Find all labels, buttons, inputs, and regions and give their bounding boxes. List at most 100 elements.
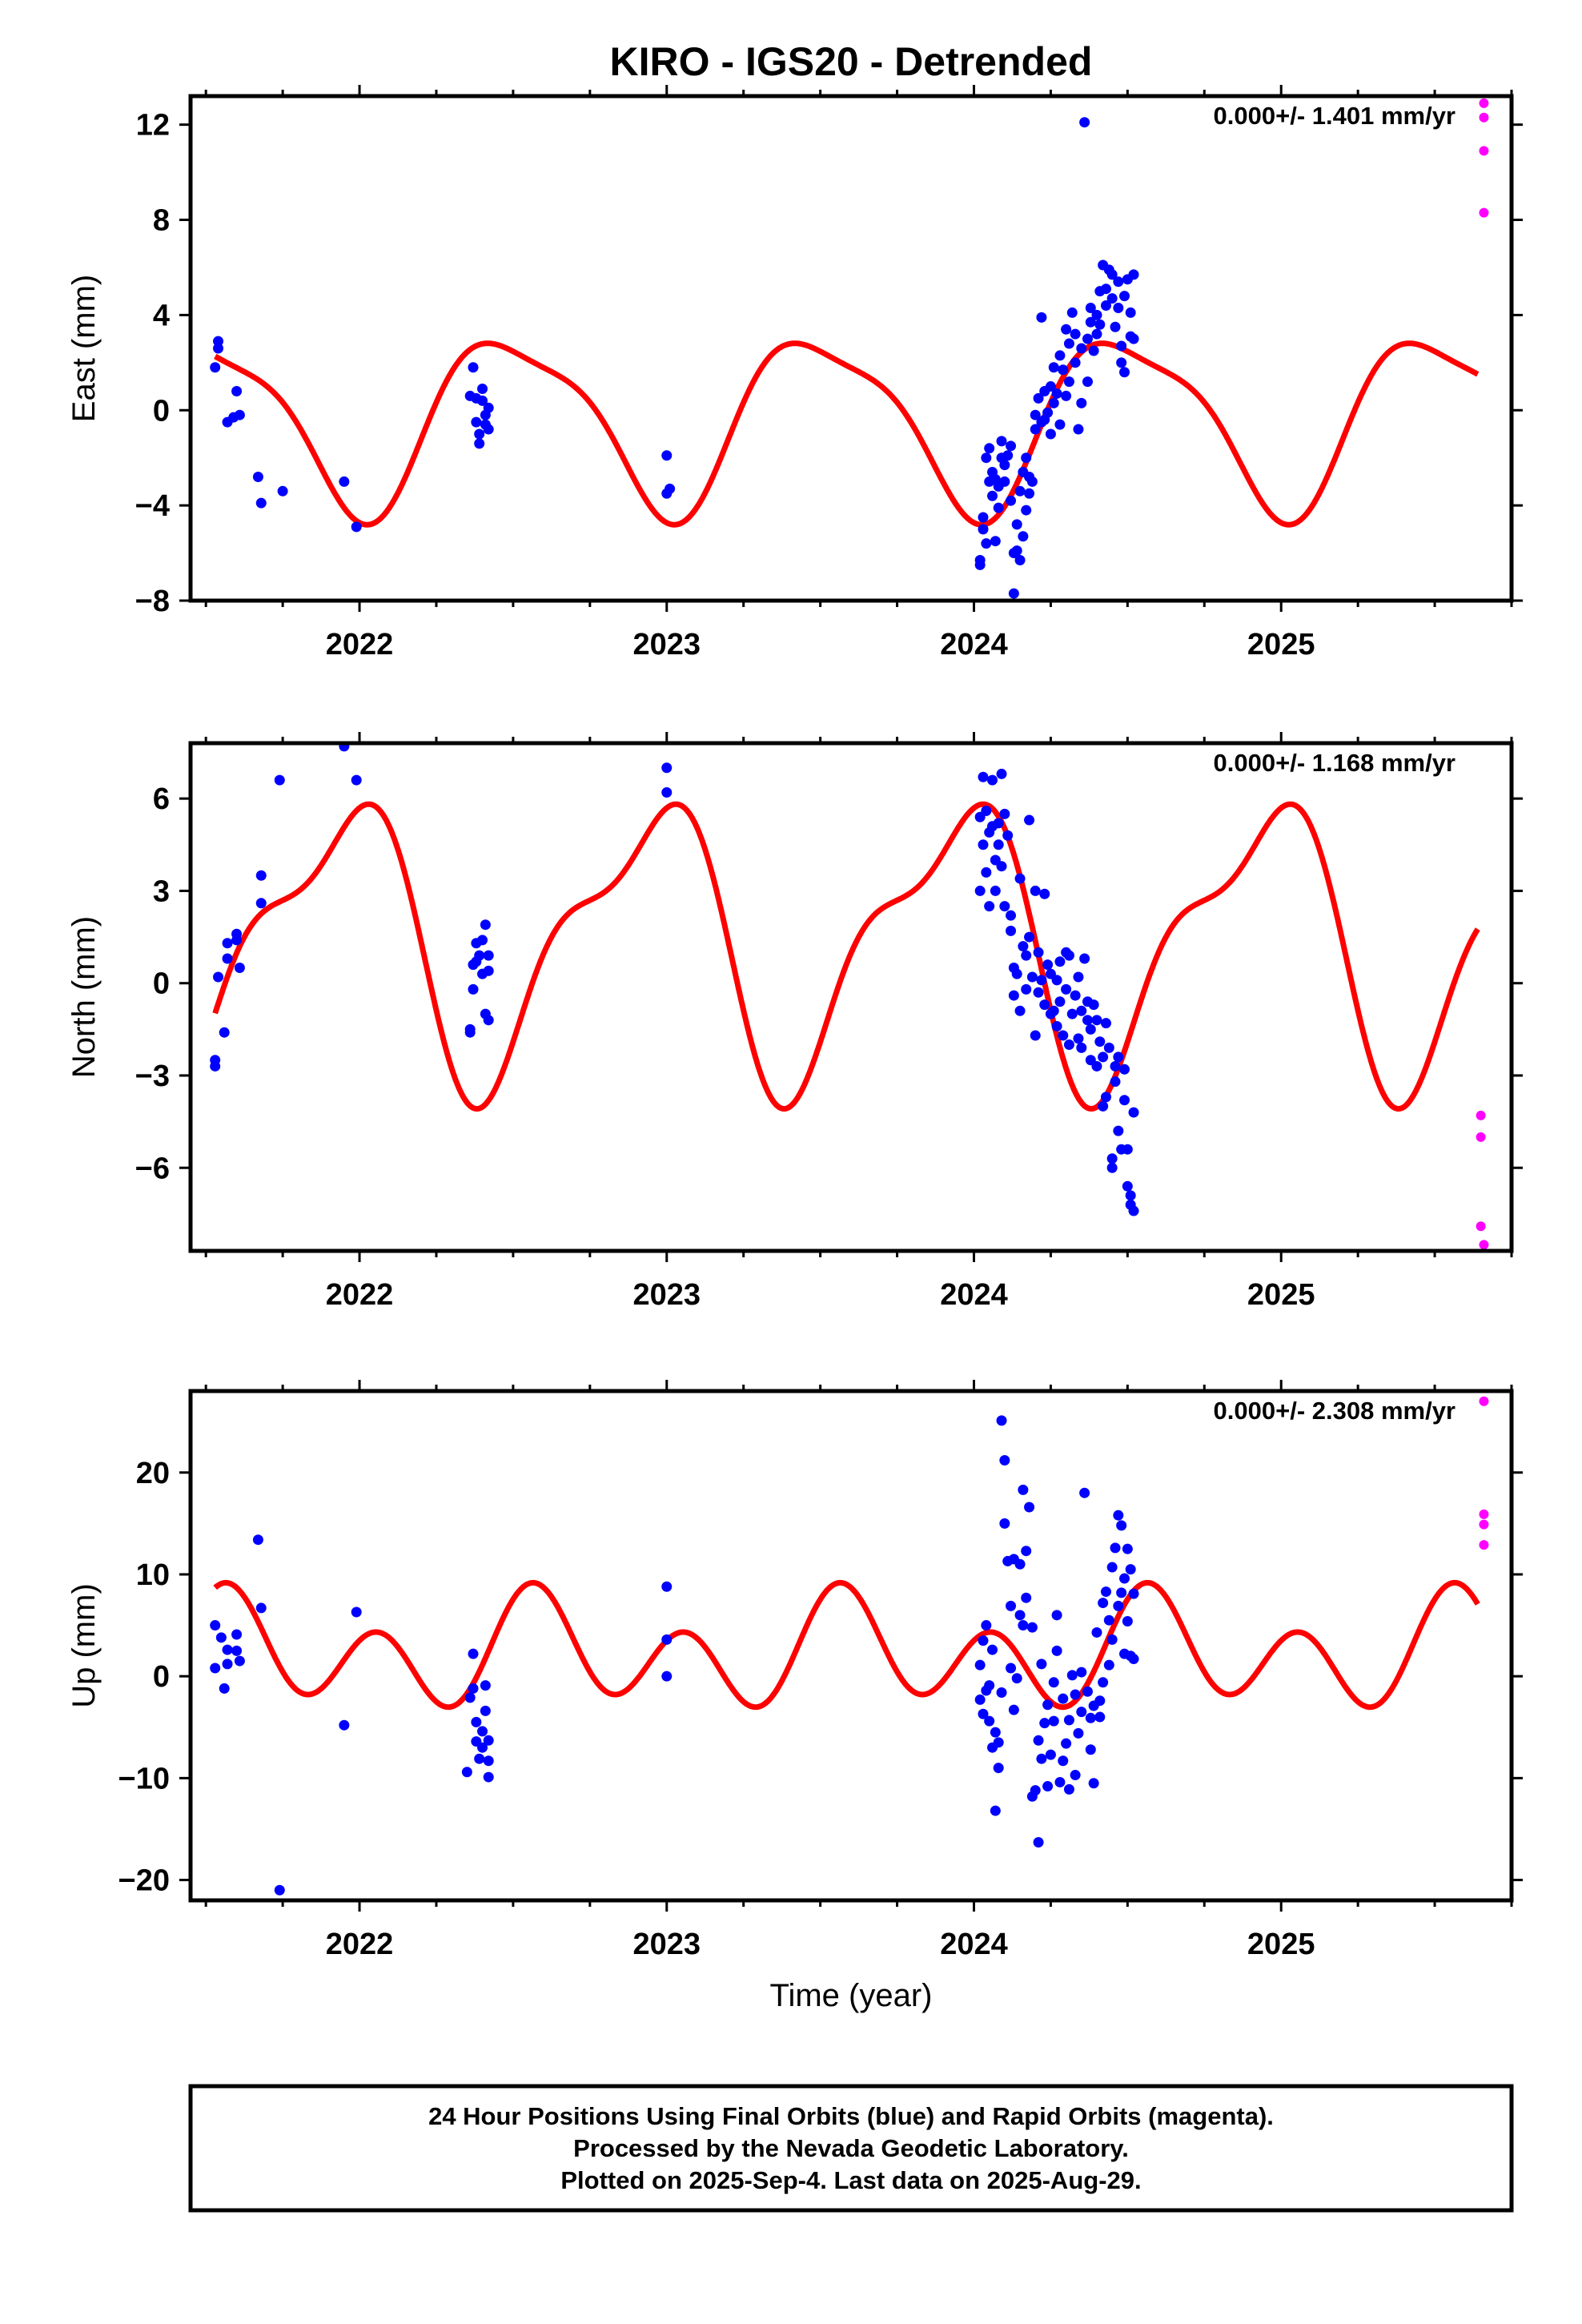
final-orbit-point — [1100, 300, 1111, 312]
final-orbit-point — [461, 1767, 472, 1778]
final-orbit-point — [993, 818, 1004, 829]
final-orbit-point — [1024, 931, 1035, 943]
final-orbit-point — [1042, 407, 1054, 418]
final-orbit-point — [1063, 338, 1074, 349]
final-orbit-point — [1070, 328, 1081, 340]
final-orbit-point — [471, 416, 482, 428]
final-orbit-point — [1063, 1715, 1074, 1726]
final-orbit-point — [999, 1518, 1010, 1529]
final-orbit-point — [1006, 495, 1017, 506]
y-tick-label: 12 — [136, 109, 170, 143]
final-orbit-point — [1082, 376, 1093, 388]
final-orbit-point — [1024, 1502, 1035, 1513]
final-orbit-point — [1014, 554, 1026, 565]
final-orbit-point — [1119, 367, 1130, 378]
final-orbit-point — [1116, 1520, 1127, 1531]
final-orbit-point — [1088, 999, 1099, 1011]
final-orbit-point — [1128, 1588, 1139, 1599]
final-orbit-point — [1122, 1615, 1133, 1626]
final-orbit-point — [1006, 910, 1017, 921]
final-orbit-point — [996, 1415, 1007, 1426]
final-orbit-point — [1058, 364, 1069, 376]
final-orbit-point — [1054, 419, 1066, 430]
final-orbit-point — [999, 901, 1010, 912]
final-orbit-point — [990, 1727, 1001, 1738]
final-orbit-point — [996, 1687, 1007, 1699]
final-orbit-point — [1128, 1107, 1139, 1118]
final-orbit-point — [993, 502, 1004, 513]
final-orbit-point — [480, 1705, 491, 1716]
x-tick-label: 2024 — [940, 1278, 1008, 1312]
final-orbit-point — [1048, 1715, 1059, 1727]
final-orbit-point — [1051, 1645, 1062, 1656]
final-orbit-point — [1045, 1749, 1056, 1760]
footer-line-1: 24 Hour Positions Using Final Orbits (bl… — [428, 2102, 1274, 2130]
final-orbit-point — [474, 1753, 485, 1764]
final-orbit-point — [274, 774, 285, 786]
final-orbit-point — [477, 395, 488, 406]
final-orbit-point — [1076, 343, 1087, 354]
y-tick-label: −4 — [135, 489, 170, 523]
final-orbit-point — [661, 1634, 673, 1645]
final-orbit-point — [1039, 999, 1050, 1011]
y-tick-label: 20 — [136, 1457, 170, 1490]
final-orbit-point — [339, 743, 350, 752]
final-orbit-point — [252, 471, 263, 482]
final-orbit-point — [1054, 956, 1066, 967]
x-axis-label: Time (year) — [770, 1978, 933, 2013]
final-orbit-point — [210, 362, 221, 373]
final-orbit-point — [231, 1629, 243, 1640]
x-tick-label: 2024 — [940, 628, 1008, 661]
final-orbit-point — [1122, 1144, 1133, 1155]
final-orbit-point — [1076, 1005, 1087, 1016]
x-tick-label: 2022 — [326, 1928, 394, 1961]
final-orbit-point — [222, 1659, 233, 1670]
final-orbit-point — [1113, 1510, 1124, 1521]
final-orbit-point — [996, 768, 1007, 779]
final-orbit-point — [1021, 452, 1032, 464]
x-tick-label: 2025 — [1247, 628, 1315, 661]
footer-box: 24 Hour Positions Using Final Orbits (bl… — [188, 2084, 1514, 2213]
y-tick-label: 6 — [153, 782, 170, 816]
final-orbit-point — [1002, 830, 1014, 841]
final-orbit-point — [1103, 1659, 1114, 1671]
final-orbit-point — [999, 808, 1010, 819]
final-orbit-point — [1021, 1546, 1032, 1557]
final-orbit-point — [1033, 392, 1044, 404]
final-orbit-point — [213, 971, 224, 983]
final-orbit-point — [1070, 1689, 1081, 1700]
final-orbit-point — [1048, 397, 1059, 408]
final-orbit-point — [1006, 440, 1017, 452]
y-tick-label: 0 — [153, 1660, 170, 1694]
final-orbit-point — [1014, 1610, 1026, 1621]
final-orbit-point — [1098, 1598, 1109, 1609]
final-orbit-point — [1125, 1190, 1136, 1201]
final-orbit-point — [477, 1742, 488, 1753]
final-orbit-point — [231, 1645, 243, 1656]
final-orbit-point — [1036, 1659, 1047, 1670]
final-orbit-point — [231, 935, 243, 946]
y-tick-label: 3 — [153, 875, 170, 908]
final-orbit-point — [1113, 302, 1124, 313]
final-orbit-point — [1061, 983, 1072, 995]
final-orbit-point — [1026, 476, 1038, 487]
final-orbit-point — [1054, 1776, 1066, 1787]
final-orbit-point — [984, 901, 995, 912]
final-orbit-point — [661, 762, 673, 774]
rapid-orbit-point — [1476, 1132, 1486, 1142]
final-orbit-point — [1033, 1836, 1044, 1848]
final-orbit-point — [1021, 983, 1032, 995]
final-orbit-point — [1088, 1778, 1099, 1789]
final-orbit-point — [213, 343, 224, 354]
final-orbit-point — [1018, 941, 1029, 952]
final-orbit-point — [464, 1692, 476, 1703]
final-orbit-point — [1002, 450, 1014, 461]
final-orbit-point — [1106, 269, 1118, 280]
final-orbit-point — [1113, 1051, 1124, 1063]
final-orbit-point — [1063, 1039, 1074, 1051]
final-orbit-point — [1128, 1205, 1139, 1216]
final-orbit-point — [474, 950, 485, 961]
final-orbit-point — [974, 1694, 986, 1705]
y-tick-label: −3 — [135, 1059, 170, 1093]
final-orbit-point — [1110, 321, 1121, 332]
